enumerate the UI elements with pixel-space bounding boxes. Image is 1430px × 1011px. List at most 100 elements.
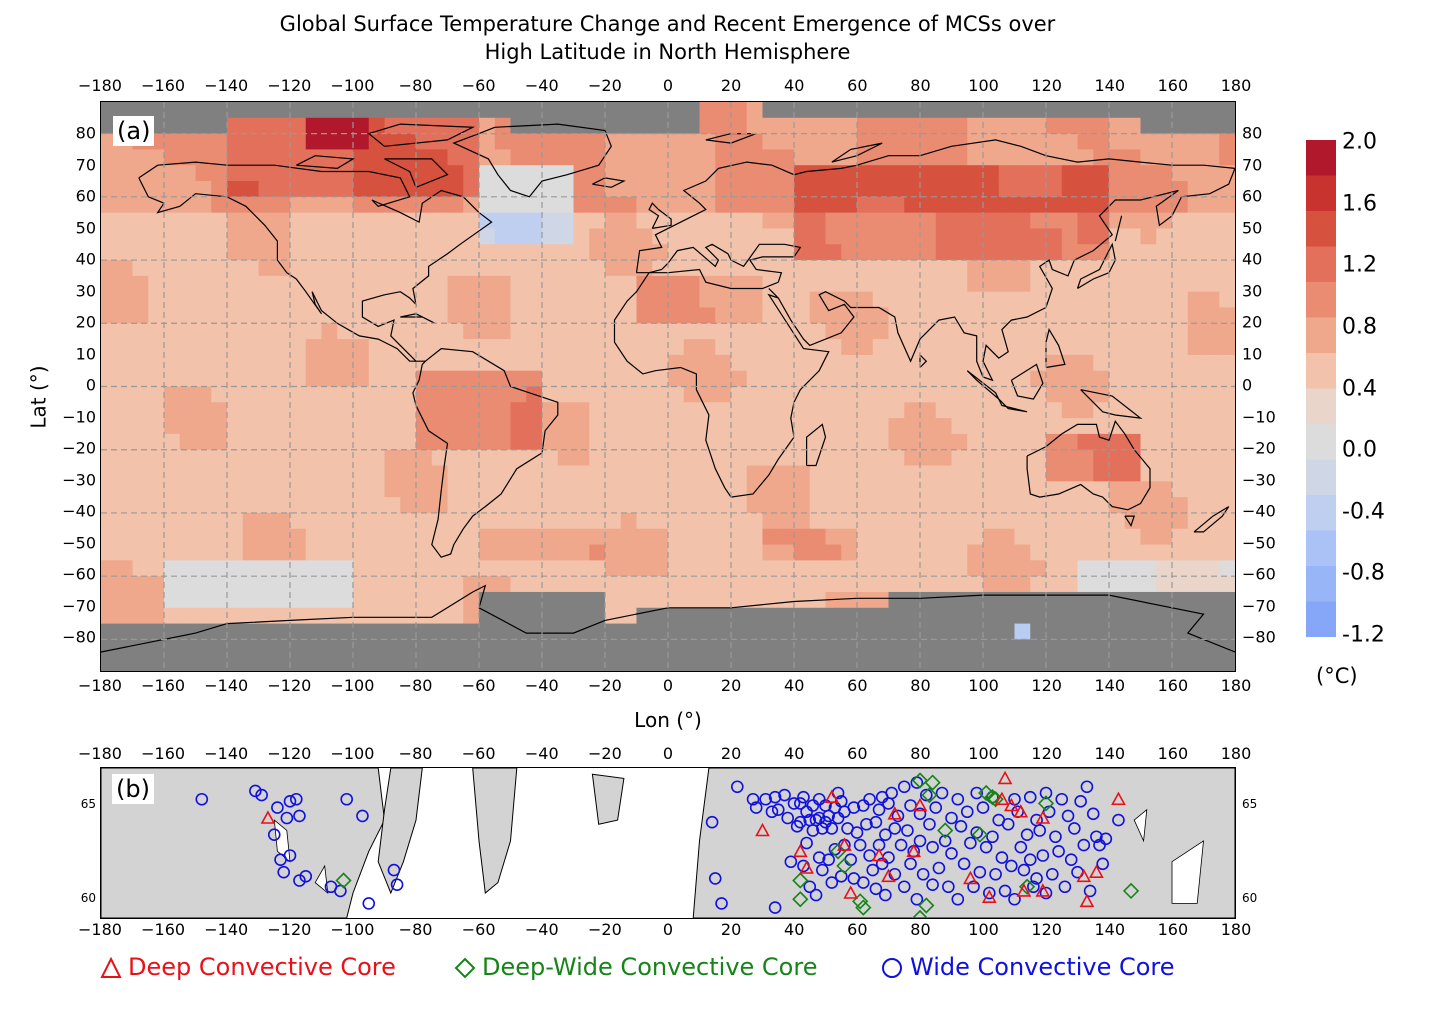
grid-cell bbox=[1030, 307, 1047, 324]
grid-cell bbox=[416, 655, 433, 671]
grid-cell bbox=[731, 228, 748, 245]
grid-cell bbox=[668, 260, 685, 277]
grid-cell bbox=[1093, 354, 1110, 372]
grid-cell bbox=[542, 212, 559, 230]
grid-cell bbox=[101, 370, 118, 388]
grid-cell bbox=[494, 623, 512, 640]
grid-cell bbox=[809, 607, 827, 625]
grid-cell bbox=[998, 639, 1016, 656]
wide-core-marker bbox=[1008, 892, 1021, 906]
wide-core-marker bbox=[1039, 786, 1053, 800]
grid-cell bbox=[605, 370, 622, 388]
grid-cell bbox=[746, 228, 764, 245]
grid-cell bbox=[479, 165, 496, 182]
grid-cell bbox=[983, 133, 1000, 151]
grid-cell bbox=[652, 607, 669, 625]
grid-cell bbox=[1046, 386, 1063, 403]
grid-cell bbox=[1187, 402, 1205, 419]
grid-cell bbox=[589, 117, 606, 135]
grid-cell bbox=[652, 275, 669, 293]
grid-cell bbox=[778, 181, 795, 198]
grid-cell bbox=[731, 639, 748, 656]
grid-cell bbox=[148, 212, 165, 230]
lon-tick-label: 100 bbox=[968, 76, 999, 95]
grid-cell bbox=[668, 275, 685, 293]
grid-cell bbox=[1061, 623, 1079, 640]
grid-cell bbox=[337, 196, 354, 214]
coastline-uk bbox=[648, 202, 672, 229]
grid-cell bbox=[179, 354, 197, 372]
grid-cell bbox=[1156, 386, 1173, 403]
grid-cell bbox=[589, 339, 606, 356]
grid-cell bbox=[1077, 481, 1094, 498]
grid-cell bbox=[888, 339, 905, 356]
grid-cell bbox=[636, 181, 653, 198]
grid-cell bbox=[227, 576, 244, 593]
grid-cell bbox=[494, 591, 512, 609]
lat-tick-label: 10 bbox=[75, 344, 96, 363]
grid-cell bbox=[888, 497, 905, 514]
grid-cell bbox=[148, 291, 165, 309]
grid-cell bbox=[573, 323, 590, 340]
grid-cell bbox=[872, 133, 890, 151]
grid-cell bbox=[179, 512, 197, 530]
grid-cell bbox=[731, 576, 748, 593]
grid-cell bbox=[179, 244, 197, 261]
grid-cell bbox=[242, 481, 260, 498]
grid-cell bbox=[998, 117, 1016, 135]
grid-cell bbox=[337, 481, 354, 498]
grid-cell bbox=[998, 275, 1016, 293]
grid-cell bbox=[605, 181, 622, 198]
grid-cell bbox=[794, 402, 811, 419]
lon-tick-label: −120 bbox=[267, 744, 312, 763]
grid-cell bbox=[416, 149, 433, 166]
grid-cell bbox=[1203, 212, 1220, 230]
grid-cell bbox=[1061, 639, 1079, 656]
grid-cell bbox=[794, 354, 811, 372]
grid-cell bbox=[1030, 576, 1047, 593]
grid-cell bbox=[998, 228, 1016, 245]
grid-cell bbox=[920, 196, 937, 214]
grid-cell bbox=[1156, 339, 1173, 356]
grid-cell bbox=[1077, 291, 1094, 309]
grid-cell bbox=[353, 576, 370, 593]
grid-cell bbox=[841, 607, 858, 625]
grid-cell bbox=[1109, 544, 1126, 561]
grid-cell bbox=[400, 370, 417, 388]
grid-cell bbox=[715, 181, 732, 198]
grid-cell bbox=[904, 481, 921, 498]
grid-cell bbox=[384, 591, 401, 609]
grid-cell bbox=[825, 291, 842, 309]
gridlines bbox=[101, 102, 1235, 671]
grid-cell bbox=[164, 623, 181, 640]
grid-cell bbox=[967, 339, 984, 356]
grid-cell bbox=[794, 323, 811, 340]
grid-cell bbox=[258, 260, 275, 277]
grid-cell bbox=[179, 465, 197, 482]
grid-cell bbox=[431, 370, 449, 388]
wide-core-marker bbox=[989, 867, 1002, 881]
grid-cell bbox=[620, 497, 638, 514]
grid-cell bbox=[589, 354, 606, 372]
grid-cell bbox=[274, 402, 291, 419]
grid-cell bbox=[715, 433, 732, 451]
grid-cell bbox=[353, 307, 370, 324]
grid-cell bbox=[526, 307, 543, 324]
grid-cell bbox=[1203, 591, 1220, 609]
grid-cell bbox=[825, 465, 842, 482]
grid-cell bbox=[809, 370, 827, 388]
grid-cell bbox=[337, 544, 354, 561]
grid-cell bbox=[998, 528, 1016, 546]
coastline-antarctica bbox=[101, 584, 1235, 653]
grid-cell bbox=[195, 591, 212, 609]
grid-cell bbox=[683, 512, 701, 530]
grid-cell bbox=[368, 133, 386, 151]
grid-cell bbox=[274, 386, 291, 403]
grid-cell bbox=[305, 117, 323, 135]
wide-core-marker bbox=[879, 828, 892, 841]
grid-cell bbox=[368, 497, 386, 514]
grid-cell bbox=[290, 623, 307, 640]
grid-cell bbox=[636, 639, 653, 656]
grid-cell bbox=[258, 244, 275, 261]
grid-cell bbox=[746, 307, 764, 324]
